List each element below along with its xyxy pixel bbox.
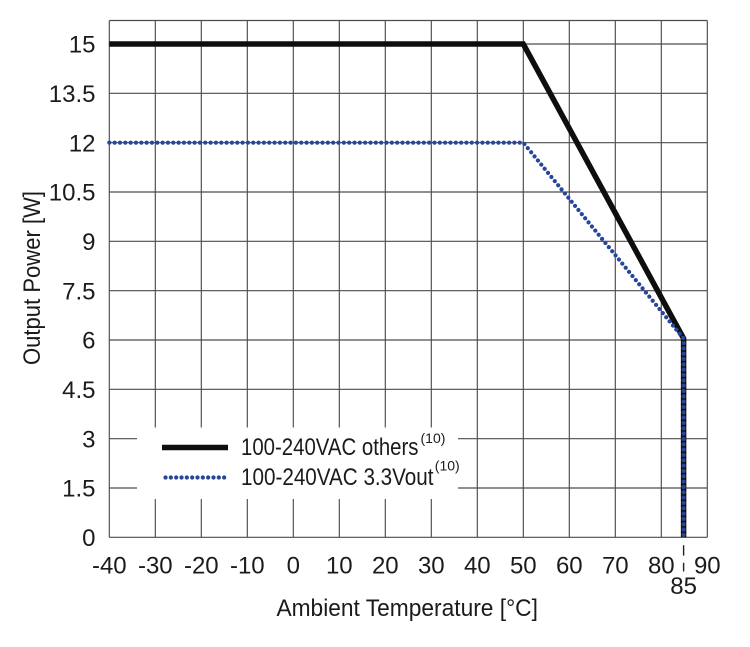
svg-text:90: 90 bbox=[694, 553, 721, 580]
svg-text:100-240VAC 3.3Vout: 100-240VAC 3.3Vout bbox=[241, 464, 434, 491]
svg-text:15: 15 bbox=[69, 32, 96, 59]
svg-text:85: 85 bbox=[670, 573, 697, 600]
svg-text:20: 20 bbox=[372, 553, 399, 580]
svg-text:30: 30 bbox=[418, 553, 445, 580]
svg-text:-20: -20 bbox=[184, 553, 219, 580]
svg-text:60: 60 bbox=[556, 553, 583, 580]
svg-text:Output Power [W]: Output Power [W] bbox=[19, 191, 46, 365]
svg-text:12: 12 bbox=[69, 130, 96, 157]
svg-text:-40: -40 bbox=[92, 553, 127, 580]
svg-text:4.5: 4.5 bbox=[62, 377, 95, 404]
svg-text:9: 9 bbox=[82, 229, 95, 256]
svg-text:80: 80 bbox=[648, 553, 675, 580]
svg-text:7.5: 7.5 bbox=[62, 278, 95, 305]
svg-text:3: 3 bbox=[82, 426, 95, 453]
svg-text:6: 6 bbox=[82, 328, 95, 355]
svg-text:50: 50 bbox=[510, 553, 537, 580]
svg-text:-10: -10 bbox=[230, 553, 265, 580]
svg-text:40: 40 bbox=[464, 553, 491, 580]
svg-text:10: 10 bbox=[326, 553, 353, 580]
svg-text:0: 0 bbox=[287, 553, 300, 580]
svg-text:(10): (10) bbox=[421, 430, 446, 446]
svg-text:13.5: 13.5 bbox=[49, 81, 96, 108]
svg-text:70: 70 bbox=[602, 553, 629, 580]
svg-text:0: 0 bbox=[82, 525, 95, 552]
svg-text:10.5: 10.5 bbox=[49, 180, 96, 207]
svg-text:(10): (10) bbox=[435, 457, 460, 473]
svg-text:Ambient Temperature [°C]: Ambient Temperature [°C] bbox=[276, 595, 538, 622]
svg-text:100-240VAC others: 100-240VAC others bbox=[241, 434, 419, 461]
svg-text:-30: -30 bbox=[138, 553, 173, 580]
svg-text:1.5: 1.5 bbox=[62, 476, 95, 503]
